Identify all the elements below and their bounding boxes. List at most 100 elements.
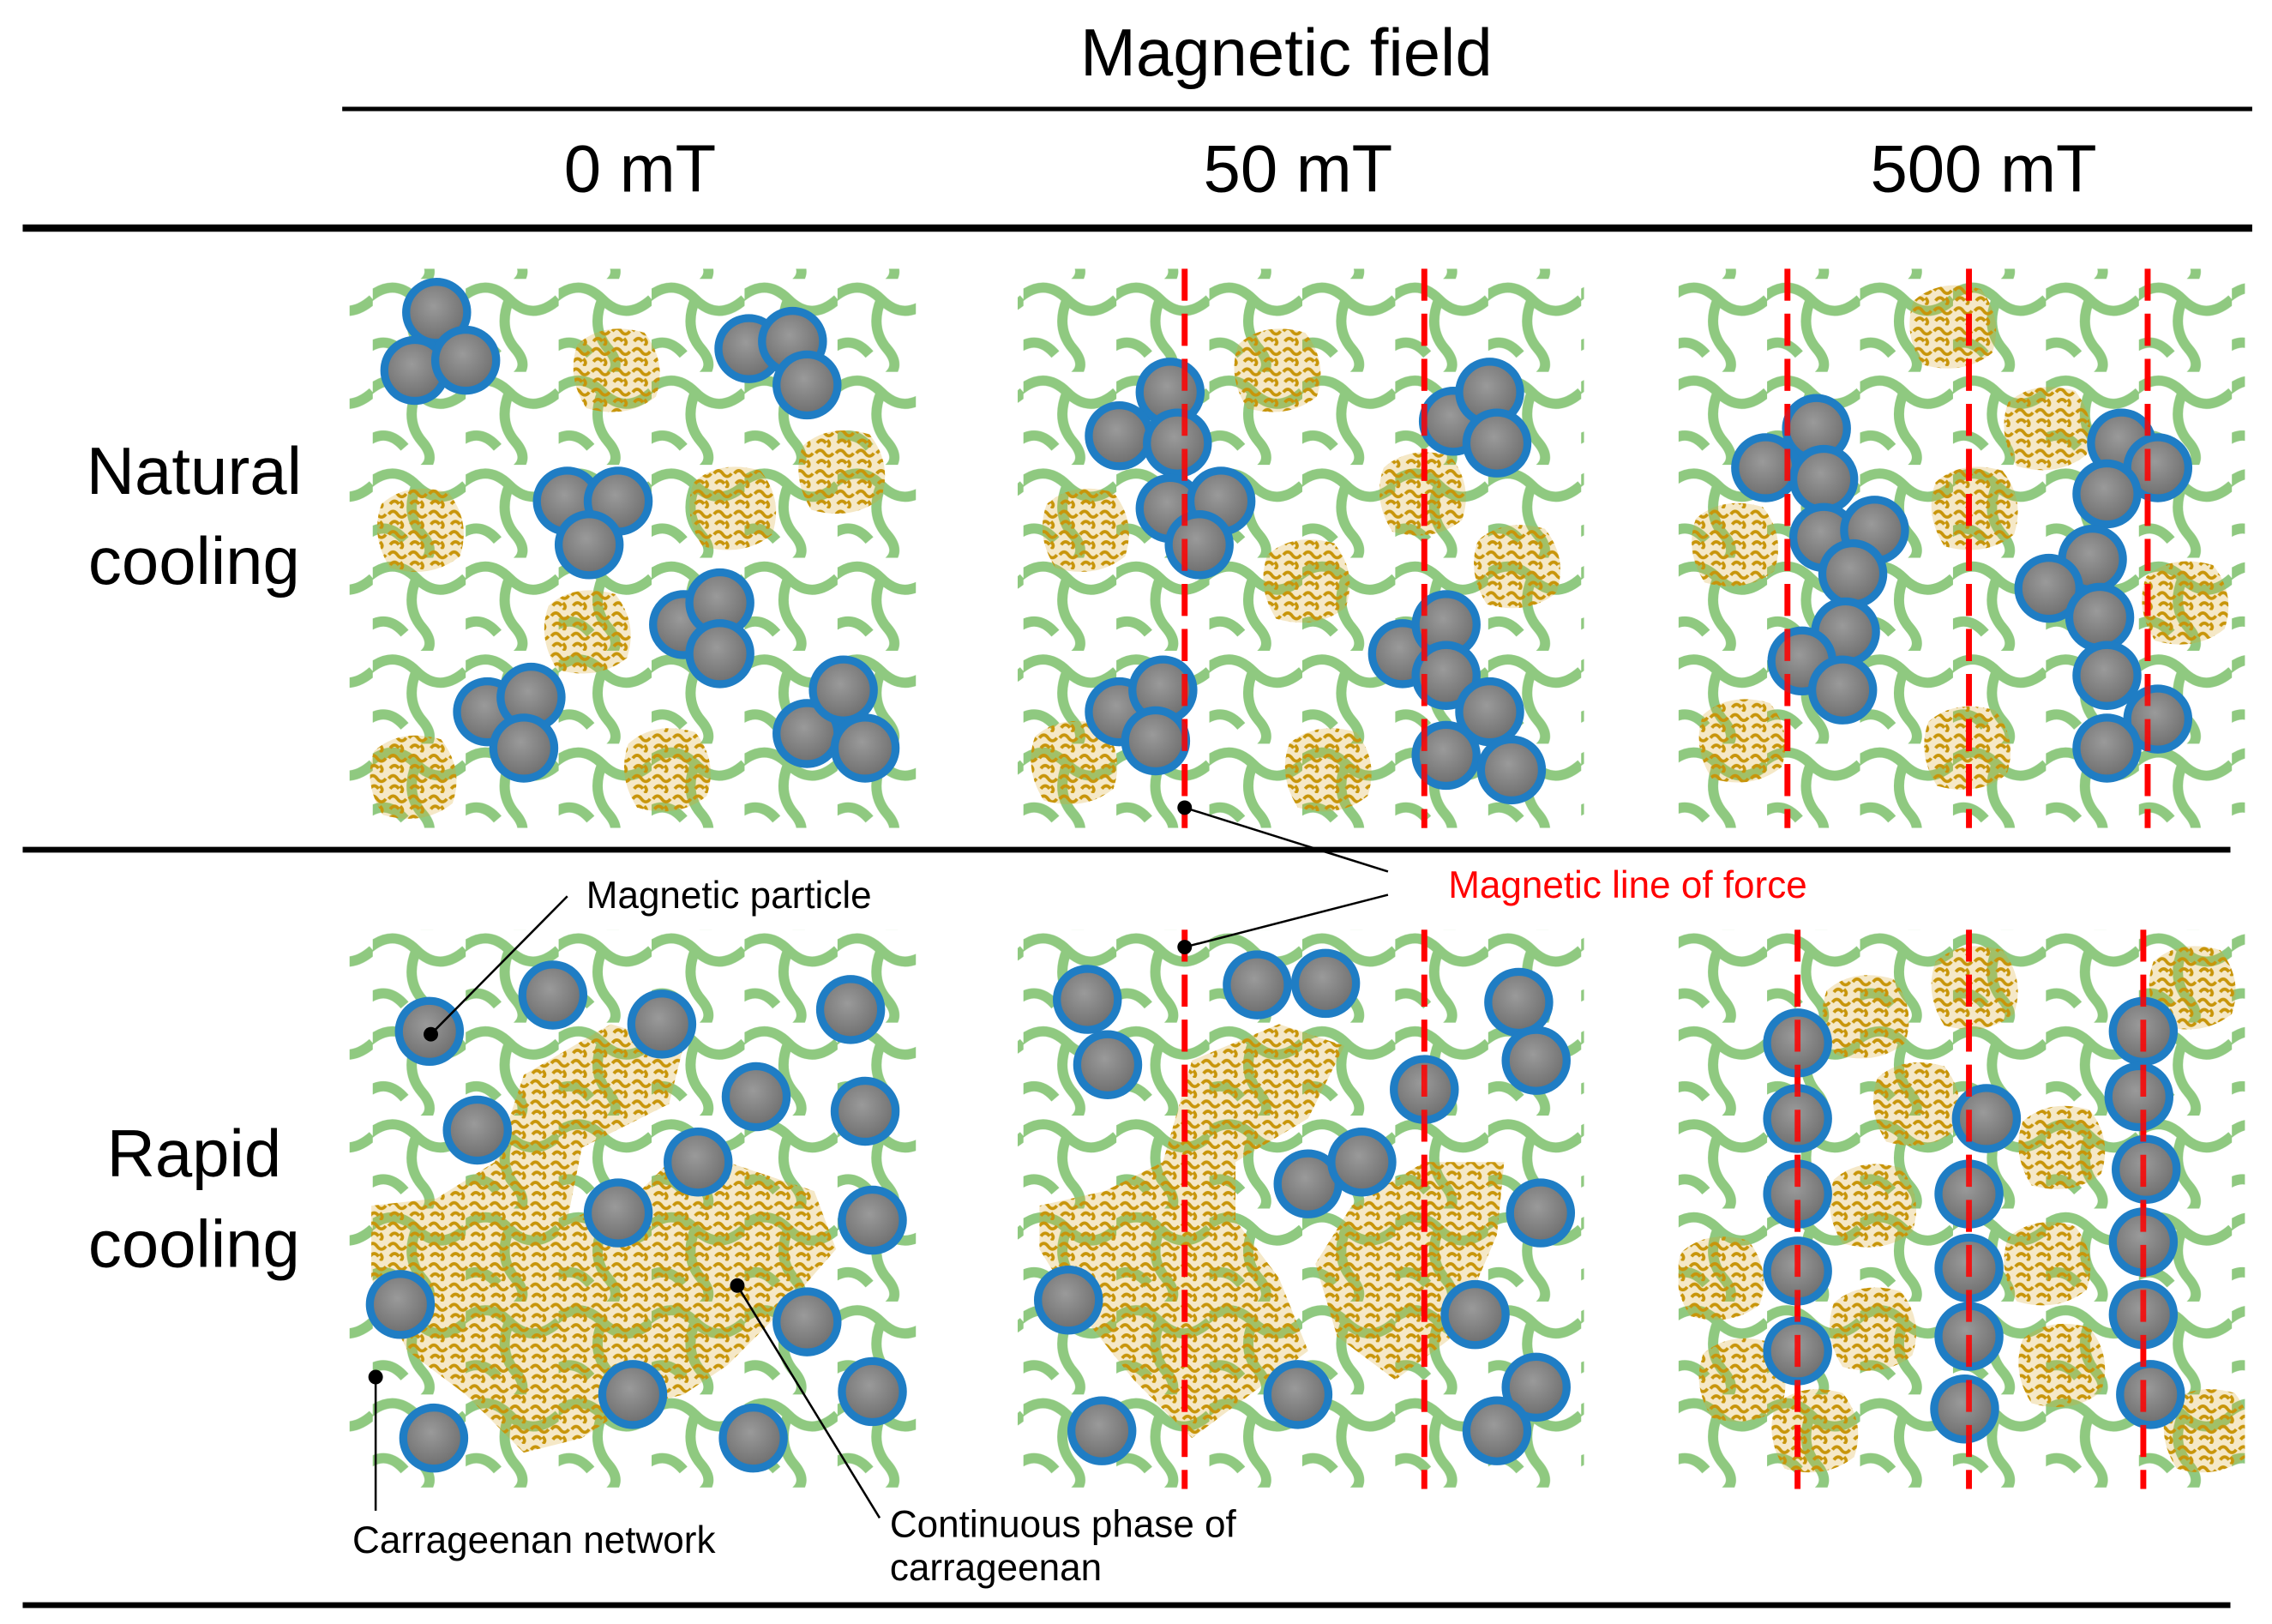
carrageenan-cluster: [1822, 975, 1909, 1059]
carrageenan-cluster: [2018, 1105, 2106, 1189]
magnetic-particle: [1073, 1030, 1143, 1100]
magnetic-particle: [718, 1403, 788, 1473]
magnetic-particle: [2123, 684, 2193, 754]
column-label: 50 mT: [1203, 131, 1392, 207]
magnetic-particle: [1462, 408, 1532, 478]
magnetic-particle: [430, 325, 501, 395]
magnetic-particle: [442, 1095, 512, 1165]
leader-line: [1184, 893, 1389, 948]
magnetic-particle: [830, 713, 900, 783]
row-label: Natural: [87, 433, 302, 508]
magnetic-particle: [1143, 408, 1212, 478]
magnetic-particle: [808, 655, 878, 725]
leader-dot: [1177, 940, 1193, 955]
carrageenan-cluster: [2004, 387, 2091, 471]
annotations: Magnetic particle Magnetic line of force…: [352, 800, 1807, 1589]
carrageenan-cluster: [1830, 1287, 1917, 1371]
carrageenan-cluster: [1284, 728, 1372, 812]
magnetic-particle: [1476, 735, 1547, 805]
panel: [1017, 268, 1584, 828]
carrageenan-cluster: [1909, 285, 1997, 369]
carrageenan-cluster: [544, 590, 631, 674]
magnetic-particle: [1462, 1396, 1532, 1465]
row-label: cooling: [88, 523, 300, 598]
magnetic-particle: [721, 1062, 791, 1132]
carrageenan-cluster: [1698, 1338, 1786, 1422]
row-label: Rapid: [107, 1116, 282, 1191]
carrageenan-cluster: [1872, 1062, 1960, 1146]
annotation: Magnetic particle: [586, 875, 872, 917]
magnetic-particle: [838, 1356, 907, 1427]
magnetic-particle: [663, 1128, 733, 1197]
carrageenan-cluster: [376, 488, 464, 572]
carrageenan-cluster: [1830, 1164, 1917, 1248]
carrageenan-cluster: [1263, 539, 1350, 623]
annotation: carrageenan: [890, 1547, 1102, 1589]
column-label: 500 mT: [1870, 131, 2096, 207]
carrageenan-cluster: [689, 466, 777, 550]
leader-line: [1184, 806, 1389, 873]
magnetic-particle: [1121, 706, 1191, 776]
carrageenan-cluster: [1931, 946, 2018, 1030]
carrageenan-cluster: [2163, 1389, 2245, 1473]
leader-dot: [730, 1278, 745, 1293]
magnetic-particle: [815, 975, 886, 1044]
leader-line: [736, 1284, 881, 1519]
panel: [1678, 929, 2245, 1489]
magnetic-particle: [1053, 965, 1122, 1034]
magnetic-particle: [2072, 713, 2142, 783]
diagram: [349, 268, 2245, 1489]
annotation: Magnetic line of force: [1448, 864, 1807, 906]
carrageenan-cluster: [2142, 561, 2229, 645]
row-label: cooling: [88, 1206, 300, 1281]
carrageenan-cluster: [1771, 1389, 1859, 1473]
carrageenan-cluster: [1234, 328, 1321, 412]
carrageenan-cluster: [798, 430, 886, 514]
panel: [349, 268, 917, 828]
magnetic-particle: [518, 960, 588, 1030]
magnetic-particle: [627, 989, 697, 1059]
carrageenan-cluster: [623, 728, 711, 812]
magnetic-particle: [1818, 538, 1888, 609]
leader-dot: [368, 1369, 383, 1385]
panel: [1017, 929, 1584, 1489]
magnetic-particle: [365, 1270, 436, 1339]
magnetic-particle: [1085, 400, 1154, 471]
annotation: Carrageenan network: [352, 1519, 716, 1561]
magnetic-particle: [1951, 1084, 2022, 1153]
magnetic-particle: [399, 1403, 469, 1473]
carrageenan-cluster: [1678, 1236, 1764, 1320]
magnetic-particle: [2072, 459, 2142, 529]
magnetic-particle: [489, 713, 559, 783]
magnetic-particle: [2014, 553, 2083, 623]
panel: [1678, 268, 2245, 828]
magnetic-particle: [2065, 582, 2135, 653]
magnetic-particle: [1501, 1352, 1571, 1423]
magnetic-particle: [772, 350, 842, 420]
carrageenan-cluster: [370, 735, 457, 819]
panel: [349, 929, 917, 1489]
magnetic-particle: [1506, 1178, 1576, 1248]
carrageenan-cluster: [2004, 1222, 2091, 1306]
leader-line: [430, 895, 568, 1036]
carrageenan-cluster: [1031, 720, 1118, 804]
magnetic-particle: [1033, 1265, 1103, 1335]
carrageenan-cluster: [1931, 466, 2018, 550]
magnetic-particle: [1290, 948, 1361, 1019]
column-label: 0 mT: [564, 131, 716, 207]
magnetic-particle: [1164, 510, 1234, 580]
magnetic-particle: [1930, 1374, 1999, 1444]
magnetic-particle: [1223, 950, 1292, 1020]
magnetic-particle: [1411, 720, 1481, 791]
magnetic-particle: [1067, 1396, 1137, 1465]
magnetic-particle: [772, 1287, 842, 1356]
magnetic-particle: [1263, 1360, 1333, 1429]
magnetic-particle: [830, 1076, 900, 1146]
leader-dot: [1177, 800, 1193, 815]
carrageenan-cluster: [1692, 502, 1779, 586]
magnetic-particle: [598, 1360, 668, 1429]
leader-dot: [424, 1026, 438, 1042]
magnetic-particle: [1501, 1026, 1571, 1095]
carrageenan-cluster: [1042, 488, 1129, 572]
